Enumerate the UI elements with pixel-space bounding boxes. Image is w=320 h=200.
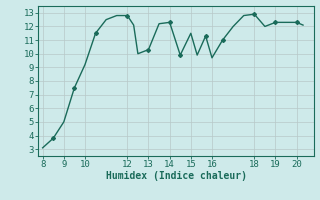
X-axis label: Humidex (Indice chaleur): Humidex (Indice chaleur) bbox=[106, 171, 246, 181]
